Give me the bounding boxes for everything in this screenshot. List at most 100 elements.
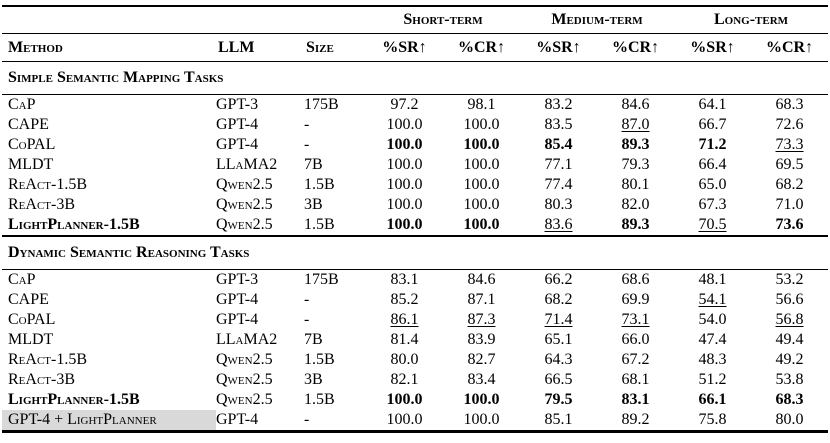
metric-cell: 77.4 (544, 176, 573, 193)
metric-cell: 87.3 (467, 311, 496, 328)
metric-cell: 84.6 (467, 271, 496, 288)
size-cell: 1.5B (304, 351, 335, 368)
method-cell: CaP (8, 96, 36, 113)
llm-cell: GPT-3 (216, 96, 259, 113)
table-row: ReAct-3B Qwen2.5 3B 100.0 100.0 80.3 82.0 67.3 7… (2, 195, 828, 215)
llm-cell: GPT-4 (216, 136, 259, 153)
llm-cell: Qwen2.5 (216, 176, 273, 193)
size-cell: 3B (304, 196, 323, 213)
column-header-row: Method LLM Size %SR↑ %CR↑ %SR↑ %CR↑ %SR↑… (2, 33, 829, 62)
column-header-cr-medium: %CR↑ (597, 33, 675, 62)
metric-cell: 83.1 (621, 391, 650, 408)
metric-cell: 64.3 (544, 351, 573, 368)
method-cell: CaP (8, 271, 36, 288)
llm-cell: GPT-4 (216, 291, 259, 308)
metric-cell: 100.0 (463, 216, 500, 233)
metric-cell: 47.4 (698, 331, 727, 348)
method-cell: ReAct-1.5B (8, 351, 88, 368)
metric-cell: 86.1 (390, 311, 419, 328)
metric-cell: 66.2 (544, 271, 573, 288)
metric-cell: 67.2 (621, 351, 650, 368)
metric-cell: 68.2 (775, 176, 804, 193)
metric-cell: 100.0 (386, 116, 423, 133)
size-cell: 175B (304, 271, 339, 288)
metric-cell: 97.2 (390, 96, 419, 113)
table-row: CoPAL GPT-4 - 86.1 87.3 71.4 73.1 54.0 56.8 (2, 310, 828, 330)
metric-cell: 51.2 (698, 371, 727, 388)
metric-cell: 100.0 (463, 411, 500, 428)
metric-cell: 66.5 (544, 371, 573, 388)
paper-results-table-figure: Short-term Medium-term Long-term Method … (2, 5, 829, 433)
column-header-method: Method (2, 33, 216, 62)
metric-cell: 85.4 (544, 136, 573, 153)
metric-cell: 100.0 (463, 156, 500, 173)
column-header-sr-long: %SR↑ (674, 33, 752, 62)
size-cell: 1.5B (304, 391, 335, 408)
column-header-sr-short: %SR↑ (366, 33, 443, 62)
llm-cell: LLaMA2 (216, 156, 278, 173)
metric-cell: 81.4 (390, 331, 419, 348)
table-row: MLDT LLaMA2 7B 100.0 100.0 77.1 79.3 66.4 69.5 (2, 155, 828, 175)
metric-cell: 82.1 (390, 371, 419, 388)
llm-cell: Qwen2.5 (216, 351, 273, 368)
llm-cell: GPT-4 (216, 116, 259, 133)
metric-cell: 69.9 (621, 291, 650, 308)
method-cell: ReAct-3B (8, 371, 76, 388)
method-cell: ReAct-3B (8, 196, 76, 213)
size-cell: - (304, 291, 310, 308)
metric-cell: 48.1 (698, 271, 727, 288)
group-header-short-term: Short-term (366, 6, 521, 34)
metric-cell: 100.0 (463, 391, 500, 408)
metric-cell: 84.6 (621, 96, 650, 113)
size-cell: 175B (304, 96, 339, 113)
table-row: ReAct-3B Qwen2.5 3B 82.1 83.4 66.5 68.1 51.2 53.… (2, 370, 828, 390)
metric-cell: 56.8 (775, 311, 804, 328)
metric-cell: 89.3 (621, 216, 650, 233)
metric-cell: 48.3 (698, 351, 727, 368)
section-header-row: Dynamic Semantic Reasoning Tasks (2, 236, 829, 270)
method-cell: LightPlanner-1.5B (8, 216, 140, 233)
table-row: GPT-4 + LightPlanner GPT-4 - 100.0 100.0 85.1… (2, 410, 828, 432)
column-header-size: Size (304, 33, 366, 62)
metric-cell: 100.0 (386, 216, 423, 233)
metric-cell: 89.2 (621, 411, 650, 428)
method-cell: CAPE (8, 116, 49, 133)
table-row: LightPlanner-1.5B Qwen2.5 1.5B 100.0 100.0 79… (2, 390, 828, 410)
metric-cell: 98.1 (467, 96, 496, 113)
table-row: CAPE GPT-4 - 85.2 87.1 68.2 69.9 54.1 56.6 (2, 290, 828, 310)
metric-cell: 85.2 (390, 291, 419, 308)
metric-cell: 100.0 (386, 391, 423, 408)
table-row: MLDT LLaMA2 7B 81.4 83.9 65.1 66.0 47.4 49.4 (2, 330, 828, 350)
metric-cell: 87.0 (621, 116, 650, 133)
size-cell: 7B (304, 156, 323, 173)
section-title: Simple Semantic Mapping Tasks (2, 61, 829, 95)
metric-cell: 85.1 (544, 411, 573, 428)
method-cell: MLDT (8, 331, 54, 348)
metric-cell: 70.5 (698, 216, 727, 233)
method-cell: MLDT (8, 156, 54, 173)
method-cell: CoPAL (8, 311, 56, 328)
llm-cell: GPT-4 (216, 411, 259, 428)
metric-cell: 66.4 (698, 156, 727, 173)
metric-cell: 100.0 (386, 176, 423, 193)
metric-cell: 83.6 (544, 216, 573, 233)
metric-cell: 68.1 (621, 371, 650, 388)
group-header-medium-term: Medium-term (520, 6, 675, 34)
group-header-long-term: Long-term (674, 6, 829, 34)
metric-cell: 100.0 (463, 196, 500, 213)
column-header-sr-medium: %SR↑ (520, 33, 598, 62)
metric-cell: 69.5 (775, 156, 804, 173)
llm-cell: Qwen2.5 (216, 196, 273, 213)
size-cell: 1.5B (304, 176, 335, 193)
table-row: CAPE GPT-4 - 100.0 100.0 83.5 87.0 66.7 72.6 (2, 115, 828, 135)
metric-cell: 72.6 (775, 116, 804, 133)
metric-cell: 68.2 (544, 291, 573, 308)
metric-cell: 66.7 (698, 116, 727, 133)
method-cell: CoPAL (8, 136, 56, 153)
metric-cell: 82.0 (621, 196, 650, 213)
metric-cell: 66.1 (698, 391, 727, 408)
size-cell: - (304, 311, 310, 328)
metric-cell: 67.3 (698, 196, 727, 213)
method-cell: ReAct-1.5B (8, 176, 88, 193)
metric-cell: 80.0 (775, 411, 804, 428)
